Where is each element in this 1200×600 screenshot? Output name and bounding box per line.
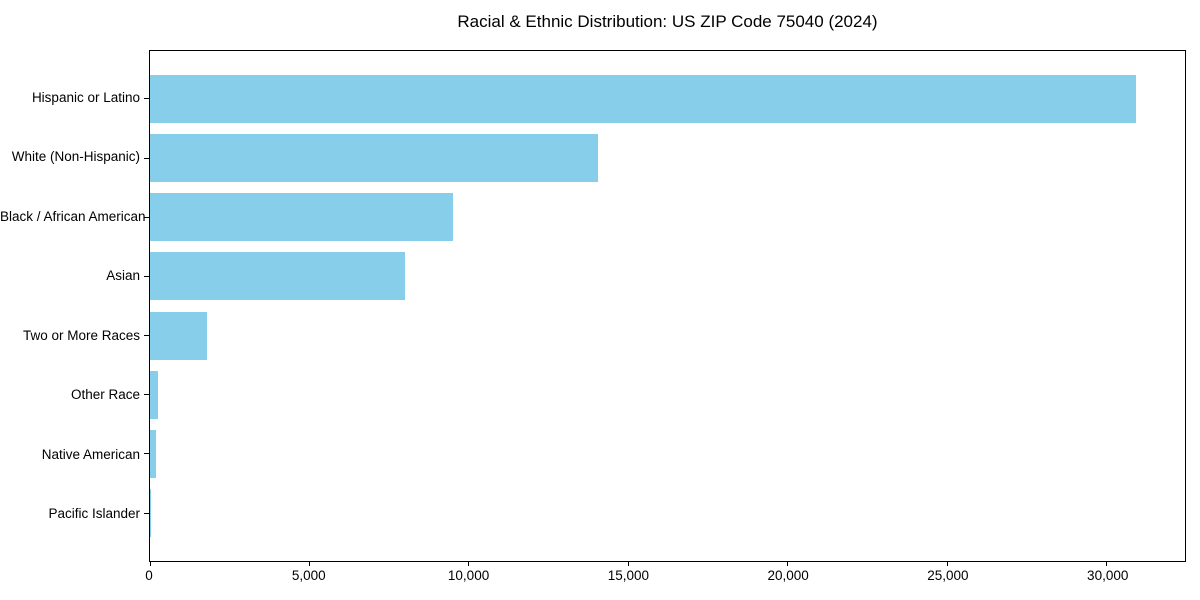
x-tick-mark xyxy=(149,561,151,566)
y-tick-mark xyxy=(144,394,149,396)
x-tick-mark xyxy=(627,561,629,566)
x-tick-mark xyxy=(1106,561,1108,566)
y-axis-label-white-non-hispanic: White (Non-Hispanic) xyxy=(11,149,140,165)
bar-white-non-hispanic xyxy=(150,134,599,182)
y-axis-label-asian: Asian xyxy=(106,268,140,284)
y-axis-label-black-african-american: Black / African American xyxy=(0,208,146,224)
x-axis-tick-label-30000: 30,000 xyxy=(1087,568,1129,583)
x-tick-mark xyxy=(468,561,470,566)
x-tick-mark xyxy=(787,561,789,566)
x-axis-tick-label-15000: 15,000 xyxy=(607,568,649,583)
x-axis-tick-label-20000: 20,000 xyxy=(767,568,809,583)
y-tick-mark xyxy=(144,512,149,514)
y-axis-label-native-american: Native American xyxy=(41,446,140,462)
x-axis-tick-label-0: 0 xyxy=(145,568,153,583)
bar-native-american xyxy=(150,429,156,478)
y-axis-label-pacific-islander: Pacific Islander xyxy=(48,506,140,521)
plot-area xyxy=(144,50,1186,566)
x-axis-tick-label-25000: 25,000 xyxy=(927,568,969,583)
y-tick-mark xyxy=(144,216,149,218)
chart-title: Racial & Ethnic Distribution: US ZIP Cod… xyxy=(457,12,878,31)
x-tick-mark xyxy=(946,561,948,566)
y-axis-label-other-race: Other Race xyxy=(70,387,140,403)
y-axis-label-two-or-more-races: Two or More Races xyxy=(22,327,140,343)
bar-hispanic-or-latino xyxy=(150,74,1136,123)
y-tick-mark xyxy=(144,335,149,337)
bar-pacific-islander xyxy=(150,489,151,538)
y-axis-labels: Hispanic or Latino White (Non-Hispanic) Bl… xyxy=(0,50,146,562)
y-tick-mark xyxy=(144,157,149,159)
y-tick-mark xyxy=(144,453,149,455)
x-axis-labels: 0 5,000 10,000 15,000 20,000 25,000 30,000 xyxy=(145,563,1186,593)
y-tick-mark xyxy=(144,275,149,277)
bar-black-african-american xyxy=(150,193,453,242)
bar-other-race xyxy=(150,370,158,419)
bar-asian xyxy=(150,252,406,301)
bar-two-or-more-races xyxy=(150,311,208,360)
y-tick-mark xyxy=(144,98,149,100)
y-axis-label-hispanic-or-latino: Hispanic or Latino xyxy=(31,90,140,105)
x-axis-tick-label-10000: 10,000 xyxy=(447,568,490,583)
x-axis-tick-label-5000: 5,000 xyxy=(291,568,326,583)
x-tick-mark xyxy=(308,561,310,566)
